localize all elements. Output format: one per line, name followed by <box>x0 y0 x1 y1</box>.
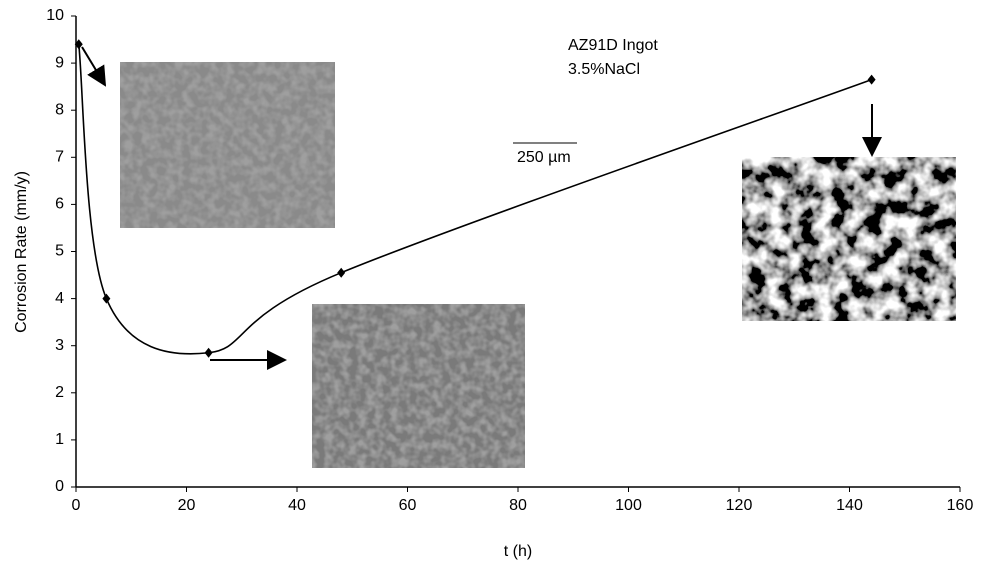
y-tick-label: 2 <box>55 384 64 401</box>
data-point <box>337 267 346 278</box>
micrograph <box>312 304 525 468</box>
x-tick-label: 20 <box>178 497 196 514</box>
y-tick-label: 1 <box>55 431 64 448</box>
x-tick-label: 140 <box>836 497 863 514</box>
data-point <box>867 74 876 85</box>
y-tick-label: 0 <box>55 478 64 495</box>
x-tick-label: 100 <box>615 497 642 514</box>
x-tick-label: 160 <box>947 497 974 514</box>
y-tick-label: 8 <box>55 101 64 118</box>
data-point <box>102 293 111 304</box>
y-tick-label: 4 <box>55 290 64 307</box>
y-tick-label: 6 <box>55 196 64 213</box>
micrograph <box>120 62 335 228</box>
x-tick-label: 40 <box>288 497 306 514</box>
arrow <box>81 46 107 87</box>
annotation: 250 µm <box>517 149 571 166</box>
data-point <box>74 39 83 50</box>
y-tick-label: 5 <box>55 243 64 260</box>
x-tick-label: 120 <box>726 497 753 514</box>
x-tick-label: 60 <box>399 497 417 514</box>
annotation: AZ91D Ingot <box>568 37 658 54</box>
series-line <box>77 44 872 355</box>
x-tick-label: 0 <box>72 497 81 514</box>
data-point <box>204 347 213 358</box>
annotation: 3.5%NaCl <box>568 61 640 78</box>
y-tick-label: 9 <box>55 54 64 71</box>
y-tick-label: 10 <box>46 7 64 24</box>
y-axis-label: Corrosion Rate (mm/y) <box>13 171 30 333</box>
y-tick-label: 7 <box>55 149 64 166</box>
x-axis-label: t (h) <box>504 543 532 560</box>
micrograph <box>742 157 956 321</box>
y-tick-label: 3 <box>55 337 64 354</box>
x-tick-label: 80 <box>509 497 527 514</box>
